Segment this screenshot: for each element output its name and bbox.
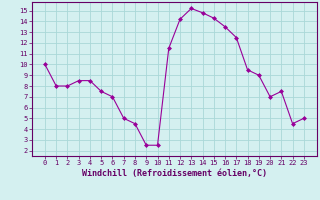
X-axis label: Windchill (Refroidissement éolien,°C): Windchill (Refroidissement éolien,°C) bbox=[82, 169, 267, 178]
